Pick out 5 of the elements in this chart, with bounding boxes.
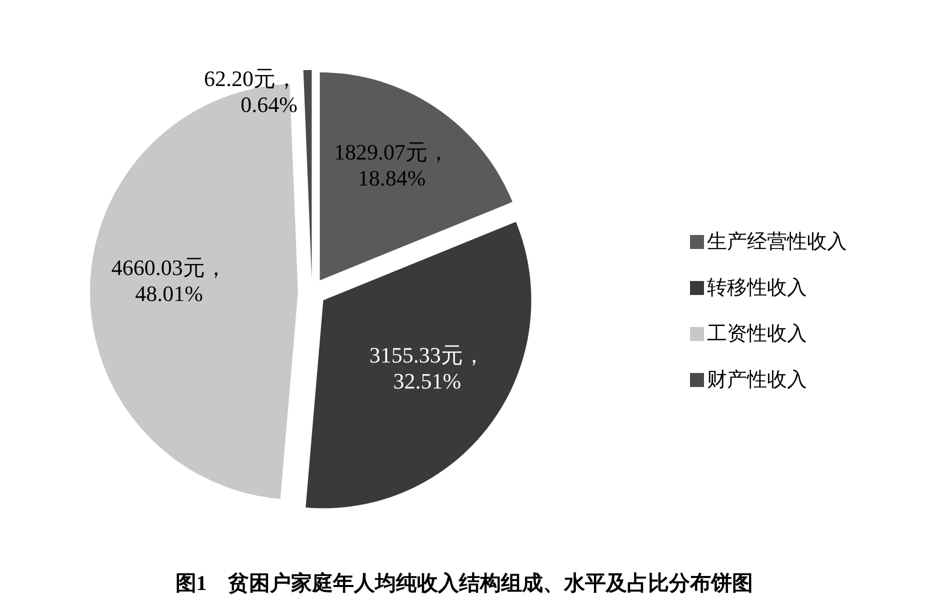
legend-label: 生产经营性收入: [707, 231, 847, 253]
legend-label: 转移性收入: [707, 277, 807, 299]
legend-label: 工资性收入: [707, 323, 807, 345]
legend-label: 财产性收入: [707, 369, 807, 391]
text: 图1 贫困户家庭年人均纯收入结构组成、水平及占比分布饼图: [175, 571, 753, 595]
